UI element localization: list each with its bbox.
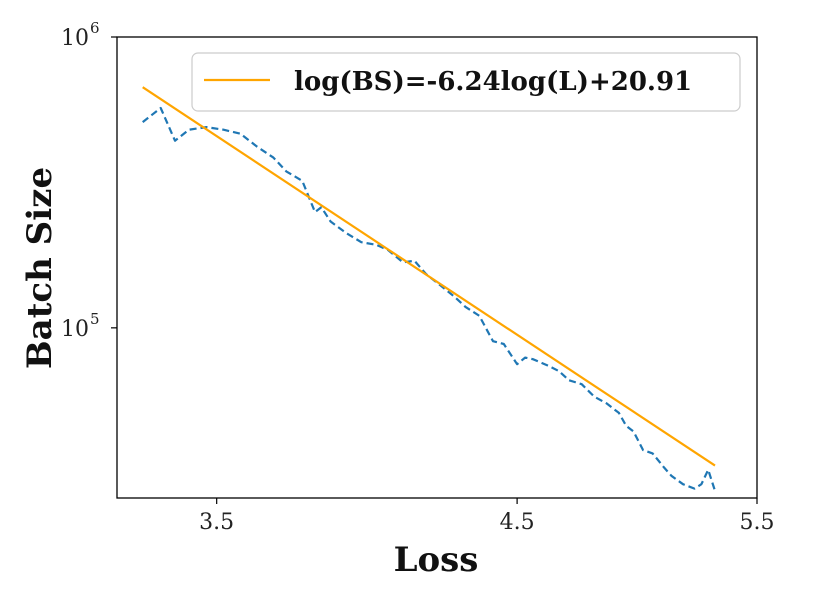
series-observed-line — [142, 106, 717, 492]
x-tick-label: 5.5 — [740, 510, 775, 535]
y-axis-label: Batch Size — [20, 167, 60, 369]
y-tick-label: 10 — [61, 26, 89, 51]
legend-label-fit: log(BS)=-6.24log(L)+20.91 — [294, 67, 692, 97]
y-tick-exponent: 6 — [90, 19, 100, 37]
axes-frame — [116, 36, 758, 499]
x-tick-label: 4.5 — [500, 510, 535, 535]
legend-box — [191, 52, 741, 112]
legend: log(BS)=-6.24log(L)+20.91 — [191, 52, 741, 112]
x-tick-label: 3.5 — [199, 510, 234, 535]
y-tick-exponent: 5 — [90, 310, 100, 328]
x-ticks: 3.5 4.5 5.5 — [199, 498, 775, 535]
series-layer — [142, 86, 717, 492]
series-fit-line — [142, 86, 716, 467]
x-axis-label: Loss — [394, 540, 479, 580]
y-tick-label: 10 — [61, 317, 89, 342]
